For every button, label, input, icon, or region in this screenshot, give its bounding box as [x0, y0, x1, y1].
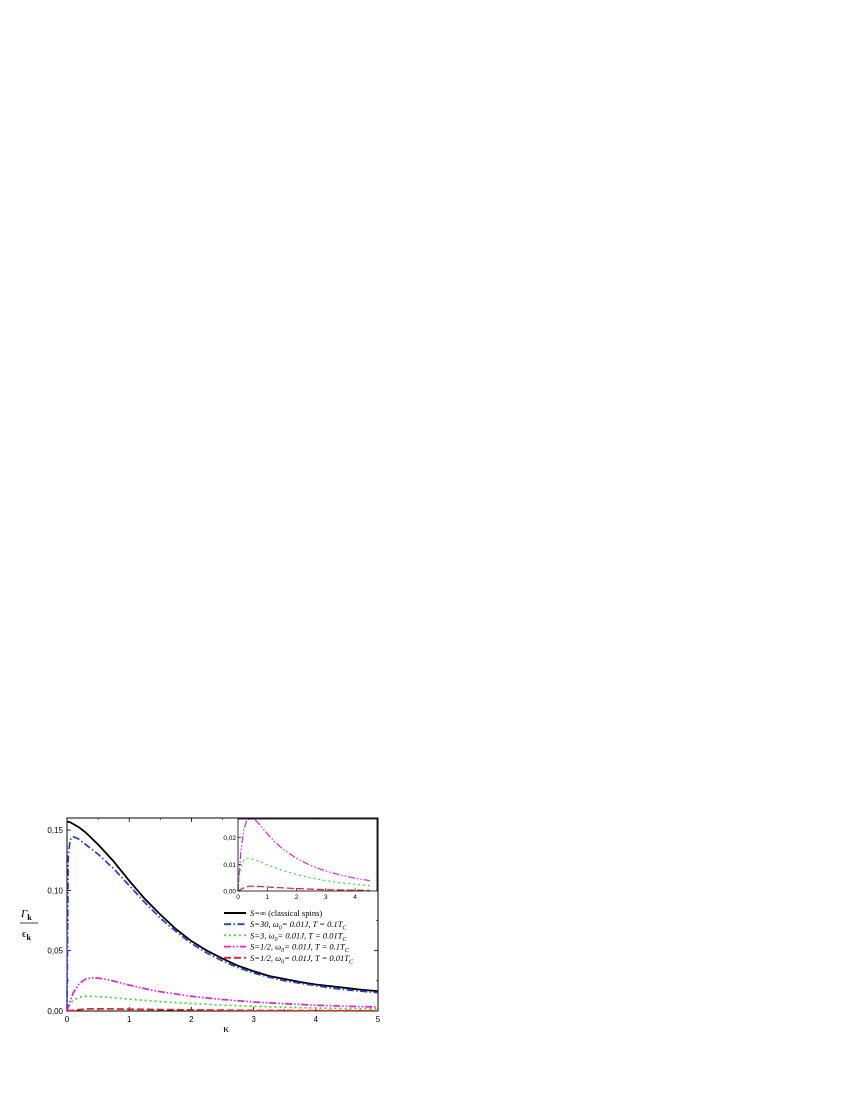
series-line-0	[66, 820, 379, 992]
inset-x-tick-label: 2	[295, 894, 299, 901]
inset-series-group	[237, 818, 370, 892]
y-label-numerator: Γ	[20, 908, 28, 920]
series-line-2	[66, 995, 379, 1012]
legend-label-2: S=3, ω0= 0.01J, T = 0.01TC	[250, 930, 347, 943]
inset-y-tick-label: 0,01	[223, 862, 236, 869]
x-tick-label: 4	[314, 1015, 319, 1024]
legend: S=∞ (classical spins)S=30, ω0= 0.01J, T …	[224, 908, 354, 965]
inset-plot-frame	[237, 818, 378, 892]
inset-y-tick-label: 0,00	[223, 889, 236, 896]
y-tick-label: 0,00	[47, 1007, 63, 1016]
x-axis-label: κ	[223, 1023, 229, 1035]
y-label-denominator-sub: k	[26, 933, 31, 942]
legend-label-4: S=1/2, ω0= 0.01J, T = 0.01TC	[250, 953, 354, 966]
x-tick-label: 5	[376, 1015, 381, 1024]
y-axis-label: Γk ϵk	[20, 908, 38, 942]
inset-x-tick-label: 1	[265, 894, 269, 901]
svg-text:ϵk: ϵk	[22, 928, 31, 942]
legend-label-0: S=∞ (classical spins)	[250, 908, 322, 918]
legend-label-3: S=1/2, ω0= 0.01J, T = 0.1TC	[250, 942, 350, 955]
main-series-group	[66, 820, 379, 1012]
inset-x-tick-label: 4	[353, 894, 357, 901]
inset-series-line-4	[237, 885, 370, 892]
inset-series-line-3	[237, 818, 370, 892]
inset-y-tick-label: 0,02	[223, 835, 236, 842]
y-tick-label: 0,15	[47, 826, 63, 835]
y-label-denominator: ϵ	[22, 928, 27, 940]
inset-axis-ticks: 0 1 2 3 4 0,00 0,01 0,02	[223, 835, 357, 901]
x-tick-label: 1	[127, 1015, 132, 1024]
inset-x-tick-label: 3	[324, 894, 328, 901]
x-tick-label: 2	[189, 1015, 194, 1024]
legend-label-1: S=30, ω0= 0.01J, T = 0.1TC	[250, 919, 347, 932]
inset-x-tick-label: 0	[236, 894, 240, 901]
x-tick-label: 0	[65, 1015, 70, 1024]
y-tick-label: 0,10	[47, 886, 63, 895]
series-line-4	[66, 1007, 379, 1012]
series-line-3	[66, 976, 379, 1012]
y-tick-label: 0,05	[47, 947, 63, 956]
series-line-1	[66, 835, 379, 1012]
inset-plot-bg	[238, 819, 377, 891]
x-tick-label: 3	[251, 1015, 256, 1024]
y-label-numerator-sub: k	[27, 913, 32, 922]
svg-text:Γk: Γk	[20, 908, 32, 922]
